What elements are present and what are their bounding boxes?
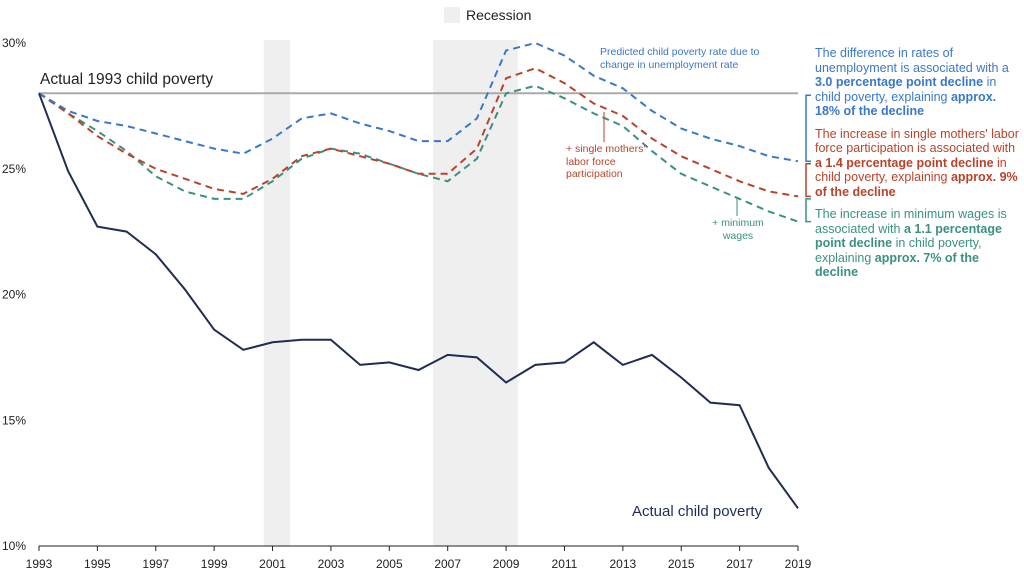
x-tick-label: 2007 xyxy=(434,557,461,571)
reference-line-label: Actual 1993 child poverty xyxy=(40,71,214,88)
x-tick-label: 2017 xyxy=(726,557,753,571)
y-tick-label: 25% xyxy=(2,162,26,176)
annotation-text: in child poverty, explaining xyxy=(815,75,997,104)
annotation-bold: approx. 18% of the decline xyxy=(815,89,997,119)
x-tick-label: 2009 xyxy=(493,557,520,571)
annotation-unemployment: The difference in rates of unemployment … xyxy=(815,46,1023,119)
annotation-text: in child poverty, explaining xyxy=(815,236,982,265)
series-label-unemployment: Predicted child poverty rate due to chan… xyxy=(600,46,760,71)
series-line xyxy=(38,92,799,509)
annotation-text: The increase in minimum wages is associa… xyxy=(815,207,1007,236)
legend-recession-swatch xyxy=(444,7,460,23)
series-line xyxy=(38,41,799,163)
annotation-bold: a 1.4 percentage point decline xyxy=(815,155,994,170)
y-tick-label: 30% xyxy=(2,36,26,50)
annotation-bold: approx. 9% of the decline xyxy=(815,170,1018,199)
y-tick-label: 15% xyxy=(2,413,26,427)
y-tick-label: 20% xyxy=(2,288,26,302)
x-tick-label: 2015 xyxy=(668,557,695,571)
annotation-column: The difference in rates of unemployment … xyxy=(815,46,1023,280)
x-tick-label: 1993 xyxy=(26,557,53,571)
series-label-mothers: + single mothers' labor force participat… xyxy=(566,143,646,180)
annotation-bold: approx. 7% of the decline xyxy=(815,250,979,280)
x-tick-label: 1995 xyxy=(84,557,111,571)
bracket-mothers xyxy=(805,162,811,198)
recession-band xyxy=(433,40,518,546)
annotation-mothers: The increase in single mothers' labor fo… xyxy=(815,127,1023,200)
annotation-text: in child poverty, explaining xyxy=(815,155,1007,185)
legend-recession-label: Recession xyxy=(466,7,532,23)
bracket-unemployment xyxy=(805,94,811,162)
recession-band xyxy=(263,40,291,546)
x-tick-label: 2013 xyxy=(609,557,636,571)
x-tick-label: 1997 xyxy=(142,557,169,571)
annotation-wages: The increase in minimum wages is associa… xyxy=(815,207,1023,280)
x-tick-label: 2011 xyxy=(552,557,578,571)
y-tick-label: 10% xyxy=(2,539,26,553)
x-tick-label: 1999 xyxy=(201,557,228,571)
annotation-bold: 3.0 percentage point decline xyxy=(815,75,984,89)
bracket-wages xyxy=(805,198,811,223)
annotation-bold: a 1.1 percentage point decline xyxy=(815,221,1002,251)
annotation-text: The difference in rates of unemployment … xyxy=(815,46,1009,75)
series-line xyxy=(38,84,799,223)
x-tick-label: 2001 xyxy=(259,557,286,571)
x-tick-label: 2019 xyxy=(785,557,812,571)
series-label-wages: + minimum wages xyxy=(712,217,764,242)
series-label-actual: Actual child poverty xyxy=(632,503,763,520)
x-tick-label: 2003 xyxy=(318,557,345,571)
annotation-text: The increase in single mothers' labor fo… xyxy=(815,126,1019,156)
x-tick-label: 2005 xyxy=(376,557,403,571)
